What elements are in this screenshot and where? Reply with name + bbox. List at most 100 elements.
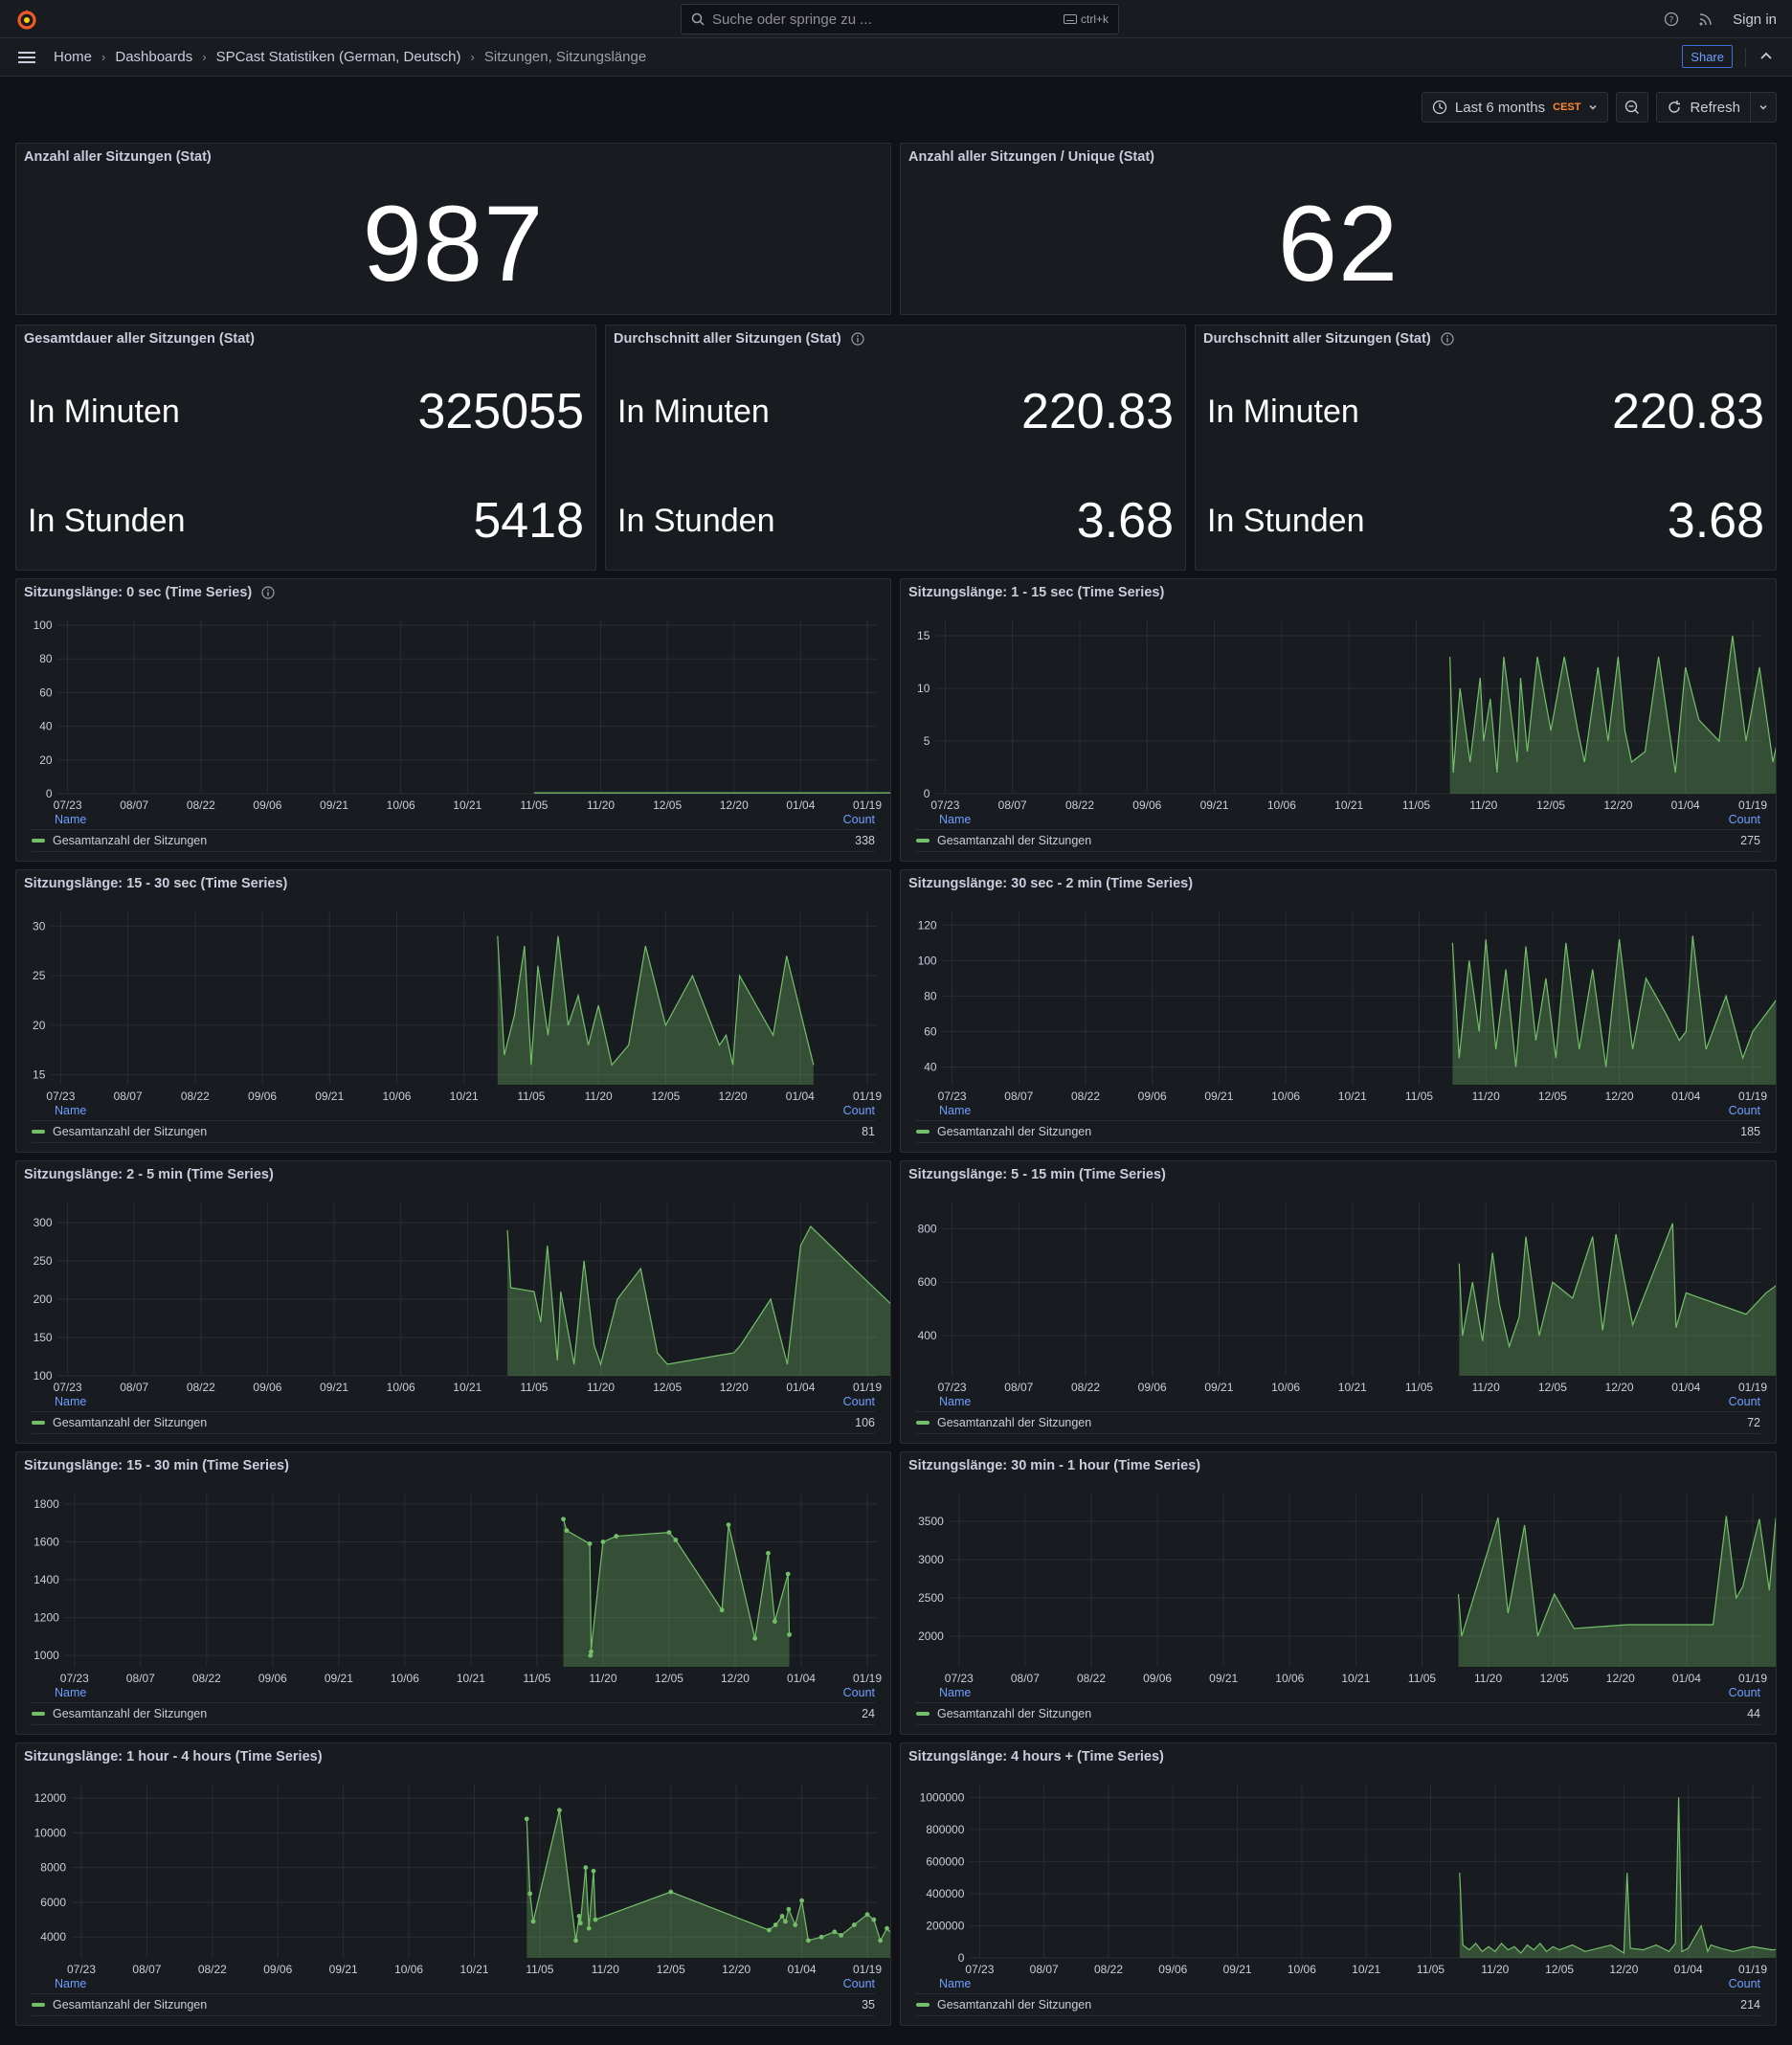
time-series-chart[interactable]: 400 600 800 07/23 08/07 08/22 09/06 09/21 10/06 1… [901, 1161, 1777, 1444]
stat-panel-total-sessions[interactable]: Anzahl aller Sitzungen (Stat) 987 [15, 143, 891, 315]
panel-title-text: Gesamtdauer aller Sitzungen (Stat) [24, 331, 255, 347]
time-series-chart[interactable]: 2000 2500 3000 3500 07/23 08/07 08/22 09/06 09/2… [901, 1452, 1777, 1735]
clock-icon [1432, 100, 1447, 115]
time-series-panel[interactable]: Sitzungslänge: 15 - 30 min (Time Series)… [15, 1451, 891, 1735]
info-icon[interactable] [851, 332, 864, 346]
x-tick-label: 01/19 [853, 798, 882, 812]
y-tick-label: 1000000 [920, 1790, 965, 1804]
x-tick-label: 09/06 [253, 1381, 281, 1394]
breadcrumb-dashboards[interactable]: Dashboards [115, 49, 193, 65]
data-point [885, 1925, 889, 1931]
legend-name-header[interactable]: Name [55, 1104, 87, 1117]
info-icon[interactable] [1441, 332, 1454, 346]
x-tick-label: 12/05 [657, 1963, 685, 1976]
legend-count-header[interactable]: Count [1728, 1686, 1760, 1699]
legend-count-header[interactable]: Count [1728, 813, 1760, 826]
info-icon[interactable] [261, 586, 275, 599]
legend-name-header[interactable]: Name [55, 1686, 87, 1699]
breadcrumb-folder[interactable]: SPCast Statistiken (German, Deutsch) [215, 49, 461, 65]
legend-row[interactable]: Gesamtanzahl der Sitzungen 106 [32, 1411, 875, 1434]
y-tick-label: 200000 [926, 1919, 964, 1932]
time-series-panel[interactable]: Sitzungslänge: 1 - 15 sec (Time Series) 0… [900, 578, 1777, 862]
time-series-chart[interactable]: 40 60 80 100 120 07/23 08/07 08/22 09/06 09/21 10/… [901, 870, 1777, 1153]
legend-count-header[interactable]: Count [842, 1395, 875, 1408]
legend-name-header[interactable]: Name [55, 1977, 87, 1990]
x-tick-label: 11/05 [1405, 1090, 1433, 1103]
legend-count-header[interactable]: Count [1728, 1104, 1760, 1117]
time-series-panel[interactable]: Sitzungslänge: 4 hours + (Time Series) 0 2… [900, 1742, 1777, 2026]
menu-icon[interactable] [15, 46, 38, 69]
time-series-chart[interactable]: 0 5 10 15 07/23 08/07 08/22 09/06 09/21 10/06 10/2… [901, 579, 1777, 862]
refresh-button[interactable]: Refresh [1656, 92, 1751, 123]
grafana-logo-icon[interactable] [15, 8, 38, 31]
x-tick-label: 12/20 [722, 1963, 750, 1976]
x-tick-label: 11/20 [587, 798, 615, 812]
rss-icon[interactable] [1698, 11, 1714, 27]
stat-panel-total-duration[interactable]: Gesamtdauer aller Sitzungen (Stat) In Mi… [15, 325, 596, 571]
legend-count-header[interactable]: Count [842, 1977, 875, 1990]
legend-row[interactable]: Gesamtanzahl der Sitzungen 44 [916, 1702, 1760, 1725]
x-tick-label: 09/06 [1138, 1381, 1167, 1394]
legend-name-header[interactable]: Name [939, 1686, 972, 1699]
legend-row[interactable]: Gesamtanzahl der Sitzungen 338 [32, 829, 875, 852]
time-series-chart[interactable]: 0 200000 400000 600000 800000 1000000 07/23 08/… [901, 1743, 1777, 2026]
chart-legend: Name Count Gesamtanzahl der Sitzungen 106 [16, 1393, 890, 1443]
time-series-panel[interactable]: Sitzungslänge: 5 - 15 min (Time Series) 4… [900, 1160, 1777, 1444]
legend-count-header[interactable]: Count [842, 1104, 875, 1117]
time-series-panel[interactable]: Sitzungslänge: 30 min - 1 hour (Time Ser… [900, 1451, 1777, 1735]
zoom-out-icon [1625, 100, 1640, 114]
x-tick-label: 09/21 [315, 1090, 344, 1103]
breadcrumb-home[interactable]: Home [54, 49, 93, 65]
time-series-panel[interactable]: Sitzungslänge: 30 sec - 2 min (Time Seri… [900, 869, 1777, 1153]
time-series-panel[interactable]: Sitzungslänge: 0 sec (Time Series) 0 20 40 6… [15, 578, 891, 862]
data-point [614, 1534, 619, 1539]
time-series-panel[interactable]: Sitzungslänge: 2 - 5 min (Time Series) 10… [15, 1160, 891, 1444]
legend-name-header[interactable]: Name [939, 1104, 972, 1117]
time-series-chart[interactable]: 15 20 25 30 07/23 08/07 08/22 09/06 09/21 10/06 10… [16, 870, 891, 1153]
legend-row[interactable]: Gesamtanzahl der Sitzungen 72 [916, 1411, 1760, 1434]
stat-panel-average-1[interactable]: Durchschnitt aller Sitzungen (Stat) In M… [605, 325, 1186, 571]
search-input[interactable]: Suche oder springe zu ... ctrl+k [681, 4, 1119, 34]
stat-panel-average-2[interactable]: Durchschnitt aller Sitzungen (Stat) In M… [1195, 325, 1777, 571]
time-series-chart[interactable]: 1000 1200 1400 1600 1800 07/23 08/07 08/22 09/06… [16, 1452, 891, 1735]
y-tick-label: 800 [918, 1222, 937, 1235]
data-point [673, 1538, 679, 1542]
time-series-panel[interactable]: Sitzungslänge: 1 hour - 4 hours (Time Se… [15, 1742, 891, 2026]
legend-name-header[interactable]: Name [939, 1977, 972, 1990]
time-series-chart[interactable]: 4000 6000 8000 10000 12000 07/23 08/07 08/22 09/… [16, 1743, 891, 2026]
x-tick-label: 07/23 [54, 1381, 82, 1394]
zoom-out-button[interactable] [1616, 92, 1649, 123]
legend-count-header[interactable]: Count [842, 813, 875, 826]
x-tick-label: 10/06 [1271, 1381, 1300, 1394]
help-icon[interactable]: ? [1664, 11, 1679, 27]
time-series-panel[interactable]: Sitzungslänge: 15 - 30 sec (Time Series)… [15, 869, 891, 1153]
x-tick-label: 12/20 [719, 1090, 748, 1103]
x-tick-label: 09/21 [1200, 798, 1229, 812]
legend-count-header[interactable]: Count [1728, 1977, 1760, 1990]
legend-name-header[interactable]: Name [939, 1395, 972, 1408]
time-series-chart[interactable]: 100 150 200 250 300 07/23 08/07 08/22 09/06 09/21… [16, 1161, 891, 1444]
refresh-interval-dropdown[interactable] [1751, 92, 1777, 123]
legend-row[interactable]: Gesamtanzahl der Sitzungen 275 [916, 829, 1760, 852]
legend-count-header[interactable]: Count [842, 1686, 875, 1699]
stat-panel-unique-sessions[interactable]: Anzahl aller Sitzungen / Unique (Stat) 6… [900, 143, 1777, 315]
x-tick-label: 10/06 [1275, 1672, 1304, 1685]
data-point [573, 1938, 578, 1944]
time-range-picker[interactable]: Last 6 months CEST [1421, 92, 1609, 123]
legend-row[interactable]: Gesamtanzahl der Sitzungen 214 [916, 1993, 1760, 2016]
legend-name-header[interactable]: Name [939, 813, 972, 826]
data-point [564, 1528, 570, 1534]
share-button[interactable]: Share [1682, 45, 1733, 68]
legend-row[interactable]: Gesamtanzahl der Sitzungen 24 [32, 1702, 875, 1725]
sign-in-link[interactable]: Sign in [1733, 11, 1777, 28]
data-point [799, 1898, 804, 1903]
x-tick-label: 12/05 [655, 1672, 683, 1685]
legend-name-header[interactable]: Name [55, 813, 87, 826]
legend-row[interactable]: Gesamtanzahl der Sitzungen 35 [32, 1993, 875, 2016]
legend-row[interactable]: Gesamtanzahl der Sitzungen 81 [32, 1120, 875, 1143]
legend-name-header[interactable]: Name [55, 1395, 87, 1408]
chevron-up-icon[interactable] [1756, 46, 1777, 67]
legend-count-header[interactable]: Count [1728, 1395, 1760, 1408]
time-series-chart[interactable]: 0 20 40 60 80 100 07/23 08/07 08/22 09/06 09/21 10/… [16, 579, 891, 862]
legend-row[interactable]: Gesamtanzahl der Sitzungen 185 [916, 1120, 1760, 1143]
